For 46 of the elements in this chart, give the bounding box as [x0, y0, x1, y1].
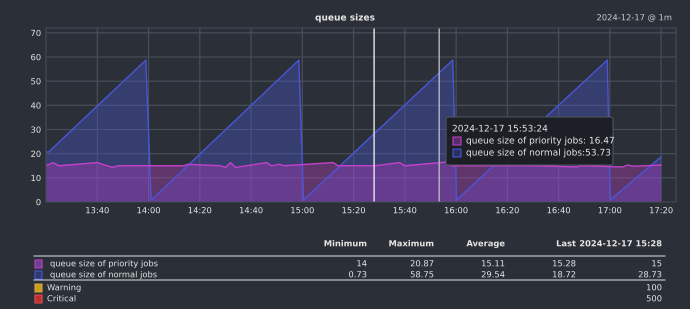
x-tick-label: 15:00 [291, 207, 314, 214]
annotation: 2024-12-17 15:53:24 [452, 124, 548, 132]
chart-subtitle: 2024-12-17 @ 1m [597, 14, 672, 22]
text: Warning [47, 284, 81, 292]
y-tick-label: 50 [31, 78, 41, 84]
text: Average [466, 240, 505, 248]
x-tick-label: 15:20 [342, 207, 366, 214]
text: 100 [647, 284, 662, 290]
text: 20.87 [410, 260, 434, 266]
y-tick-label: 30 [31, 126, 41, 133]
annotation: queue size of priority jobs: 16.47 [466, 136, 614, 146]
y-tick-label: 70 [31, 30, 41, 36]
text: 14 [357, 260, 367, 266]
text: 15.28 [553, 260, 576, 266]
text: 500 [646, 295, 662, 302]
text: Critical [47, 294, 76, 302]
text: 0.73 [348, 271, 366, 278]
text: 15.11 [482, 260, 504, 266]
text: Maximum [389, 240, 434, 246]
text: 28.73 [638, 271, 662, 278]
x-tick-label: 14:00 [137, 207, 160, 214]
y-tick-label: 10 [31, 174, 41, 182]
y-tick-label: 0 [36, 198, 41, 206]
y-tick-label: 40 [30, 102, 41, 109]
x-tick-label: 14:40 [240, 207, 263, 214]
x-tick-label: 17:20 [650, 207, 673, 214]
x-tick-label: 16:00 [445, 207, 468, 214]
y-tick-label: 20 [31, 150, 41, 157]
x-tick-label: 16:20 [496, 207, 519, 214]
x-tick-label: 15:40 [394, 207, 416, 214]
text: 29.54 [482, 271, 505, 278]
x-tick-label: 16:40 [548, 207, 570, 214]
text: 15 [652, 260, 662, 266]
annotation: queue size of normal jobs:53.73 [466, 148, 610, 158]
text: Last [556, 240, 576, 246]
chart-title: queue sizes [315, 14, 375, 22]
y-tick-label: 60 [31, 54, 41, 60]
x-tick-label: 17:00 [598, 207, 622, 214]
x-tick-label: 13:40 [86, 207, 109, 214]
text: 18.72 [553, 271, 576, 278]
text: 2024-12-17 15:28 [580, 240, 662, 246]
legend-label: queue size of priority jobs [50, 260, 158, 268]
text: Minimum [324, 240, 366, 246]
text: 58.75 [410, 271, 434, 278]
x-tick-label: 14:20 [188, 207, 212, 214]
legend-label: queue size of normal jobs [50, 270, 157, 280]
